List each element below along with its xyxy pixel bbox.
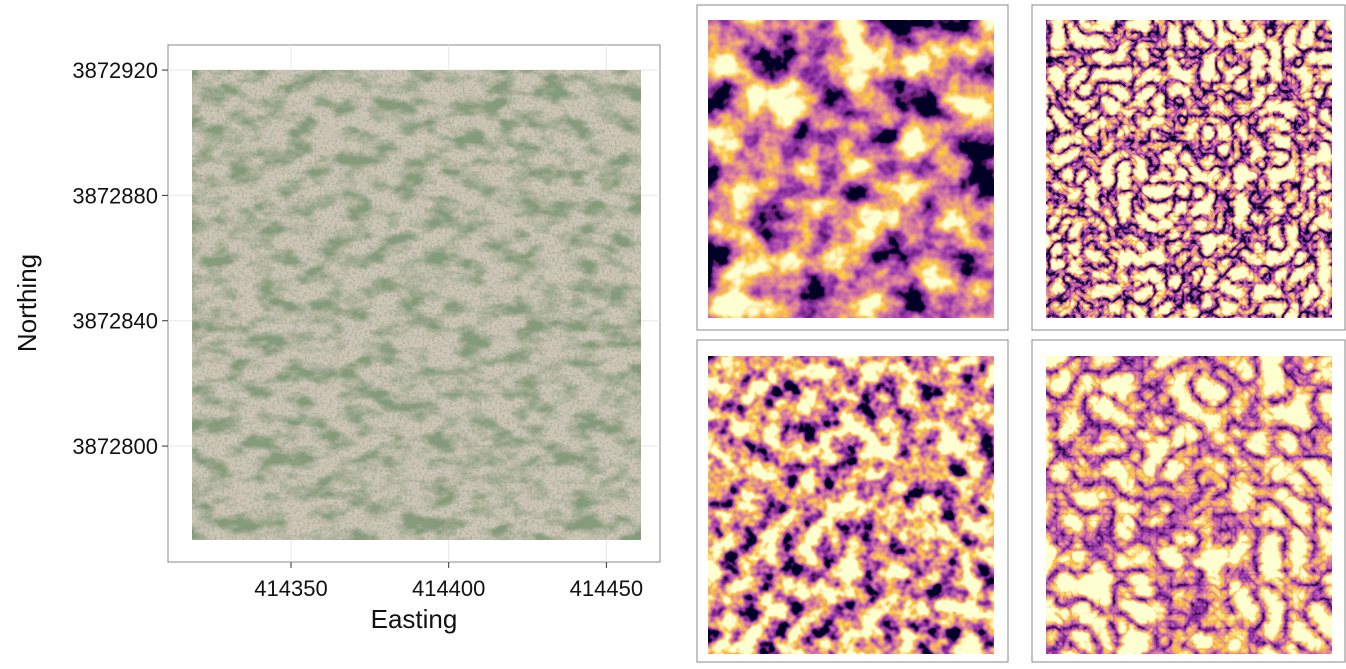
figure: Easting Northing 414350 414400 414450 38728… [0, 0, 1346, 664]
texture-image [708, 20, 994, 318]
y-tick-label: 3872800 [72, 434, 158, 459]
x-axis-label: Easting [371, 604, 458, 634]
y-tick-label: 3872840 [72, 309, 158, 334]
y-tick-label: 3872920 [72, 58, 158, 83]
x-tick-label: 414400 [412, 576, 485, 601]
y-tick-label: 3872880 [72, 183, 158, 208]
main-plot: Easting Northing 414350 414400 414450 38728… [12, 45, 660, 634]
x-tick-label: 414350 [254, 576, 327, 601]
y-axis-label: Northing [12, 254, 42, 352]
aerial-image [192, 70, 641, 540]
texture-image [1046, 20, 1332, 318]
x-tick-label: 414450 [570, 576, 643, 601]
texture-image [708, 356, 994, 654]
texture-panels [697, 5, 1345, 662]
texture-image [1046, 356, 1332, 654]
